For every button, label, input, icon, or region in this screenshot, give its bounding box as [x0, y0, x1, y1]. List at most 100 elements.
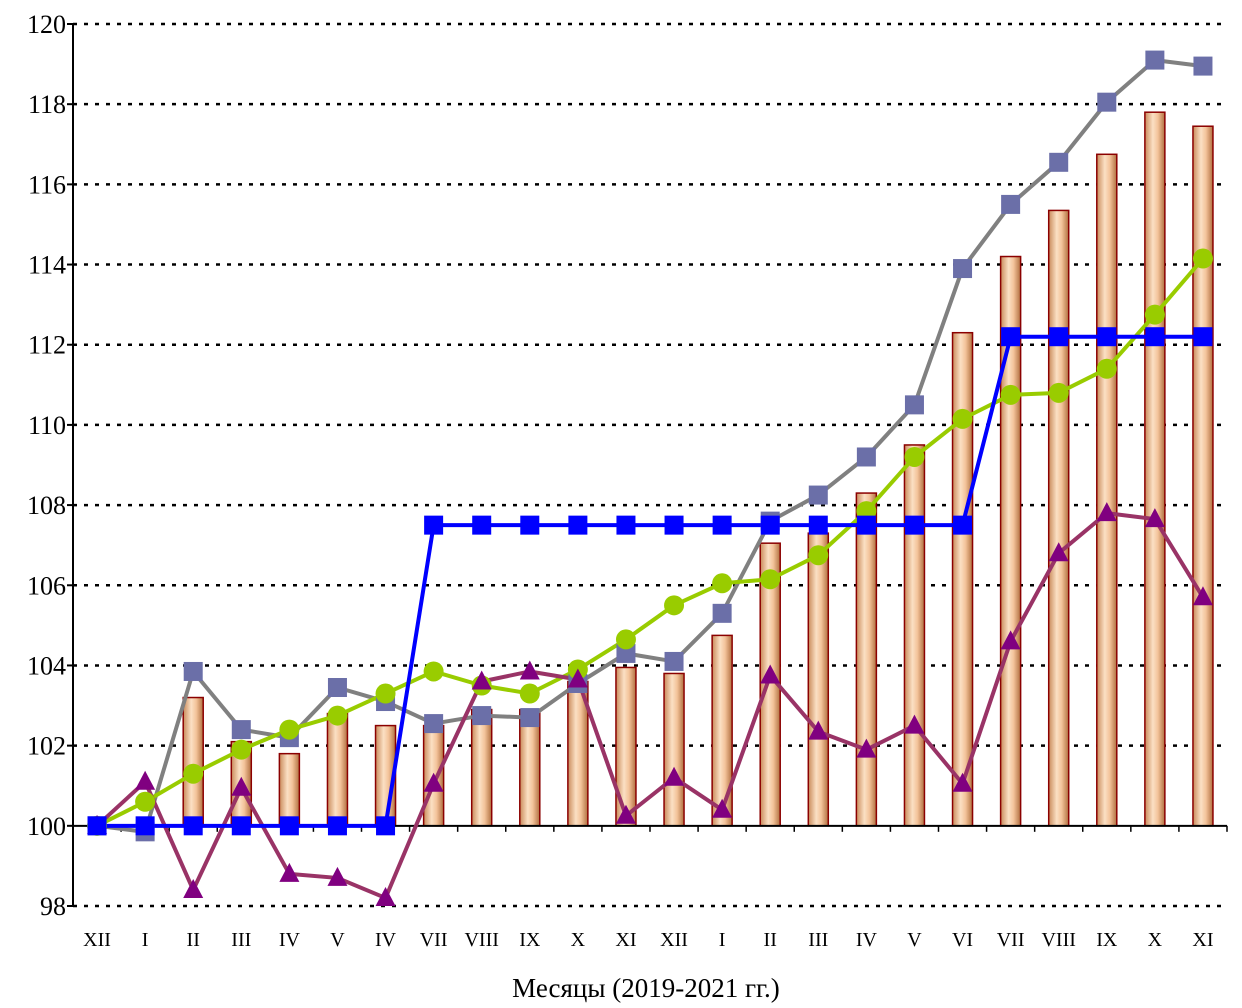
square-marker [183, 661, 203, 681]
series-line [96, 58, 1204, 834]
circle-marker [231, 739, 252, 760]
square-marker [1145, 327, 1165, 347]
x-tick-label: X [1148, 929, 1163, 951]
x-tick-label: VII [997, 929, 1025, 951]
bar [663, 672, 685, 827]
bar [1144, 111, 1166, 827]
square-marker [1193, 327, 1213, 347]
triangle-marker [808, 720, 829, 740]
bar [278, 752, 301, 827]
bar [615, 666, 637, 827]
x-tick-label: VIII [464, 929, 498, 951]
circle-marker [1192, 248, 1213, 269]
circle-marker [375, 683, 396, 704]
square-marker [1097, 92, 1117, 112]
triangle-marker [904, 714, 925, 734]
x-tick-label: II [764, 929, 777, 951]
bar [807, 532, 830, 827]
x-tick-label: VI [952, 929, 973, 951]
x-tick-label: IV [279, 929, 301, 951]
triangle-marker [375, 886, 396, 906]
y-tick-label: 114 [28, 251, 66, 280]
y-tick-label: 116 [28, 170, 66, 199]
square-marker [953, 259, 973, 279]
triangle-marker [519, 660, 540, 680]
square-marker [616, 515, 636, 535]
x-tick-label: I [719, 929, 726, 951]
triangle-marker [1000, 630, 1021, 650]
triangle-marker [952, 772, 973, 792]
square-marker [231, 816, 251, 836]
bar-layer [182, 111, 1214, 827]
x-tick-label: XII [660, 929, 688, 951]
circle-marker [760, 569, 781, 590]
triangle-marker [760, 664, 781, 684]
circle-marker [615, 629, 636, 650]
square-marker [472, 515, 492, 535]
square-marker [327, 816, 347, 836]
bar [903, 444, 926, 827]
x-tick-label: III [231, 929, 251, 951]
square-marker [953, 515, 973, 535]
x-tick-label: IX [519, 929, 541, 951]
bar [470, 708, 493, 827]
x-tick-label: I [142, 929, 149, 951]
circle-marker [904, 446, 925, 467]
square-marker [712, 515, 732, 535]
marker-layer [87, 50, 1213, 906]
triangle-marker [471, 670, 492, 690]
circle-marker [808, 545, 829, 566]
x-tick-label: X [571, 929, 586, 951]
square-marker [1097, 327, 1117, 347]
square-marker [376, 816, 396, 836]
bar [855, 492, 878, 827]
square-marker [231, 720, 251, 740]
triangle-marker [279, 862, 300, 882]
triangle-marker [1048, 542, 1069, 562]
circle-marker [664, 595, 685, 616]
line-layer [95, 58, 1205, 900]
square-marker [424, 714, 444, 734]
square-marker [520, 708, 540, 728]
y-tick-label: 118 [28, 90, 66, 119]
x-tick-label: IV [375, 929, 397, 951]
triangle-marker [1096, 502, 1117, 522]
square-marker [135, 816, 155, 836]
triangle-marker [1144, 508, 1165, 528]
x-tick-label: VII [420, 929, 448, 951]
square-marker [808, 515, 828, 535]
square-marker [279, 816, 299, 836]
square-marker [664, 515, 684, 535]
triangle-marker [567, 668, 588, 688]
square-marker [856, 515, 876, 535]
bar [1096, 153, 1118, 827]
circle-marker [135, 791, 156, 812]
y-tick-label: 110 [28, 411, 66, 440]
square-marker [520, 515, 540, 535]
circle-marker [1048, 382, 1069, 403]
triangle-marker [183, 878, 204, 898]
triangle-marker [664, 766, 685, 786]
x-tick-label: IX [1096, 929, 1118, 951]
bar [182, 696, 204, 827]
circle-marker [423, 661, 444, 682]
square-marker [183, 816, 203, 836]
square-marker [904, 395, 924, 415]
square-marker [664, 651, 684, 671]
x-tick-label: XII [83, 929, 111, 951]
triangle-marker [423, 772, 444, 792]
x-tick-label: XI [615, 929, 636, 951]
x-tick-label: V [330, 929, 345, 951]
bar [711, 634, 733, 827]
square-marker [712, 603, 732, 623]
square-marker [87, 816, 107, 836]
square-marker [424, 515, 444, 535]
square-marker [327, 678, 347, 698]
circle-marker [712, 573, 733, 594]
y-tick-label: 104 [27, 651, 66, 680]
triangle-marker [135, 770, 156, 790]
triangle-marker [615, 804, 636, 824]
square-marker [808, 485, 828, 505]
